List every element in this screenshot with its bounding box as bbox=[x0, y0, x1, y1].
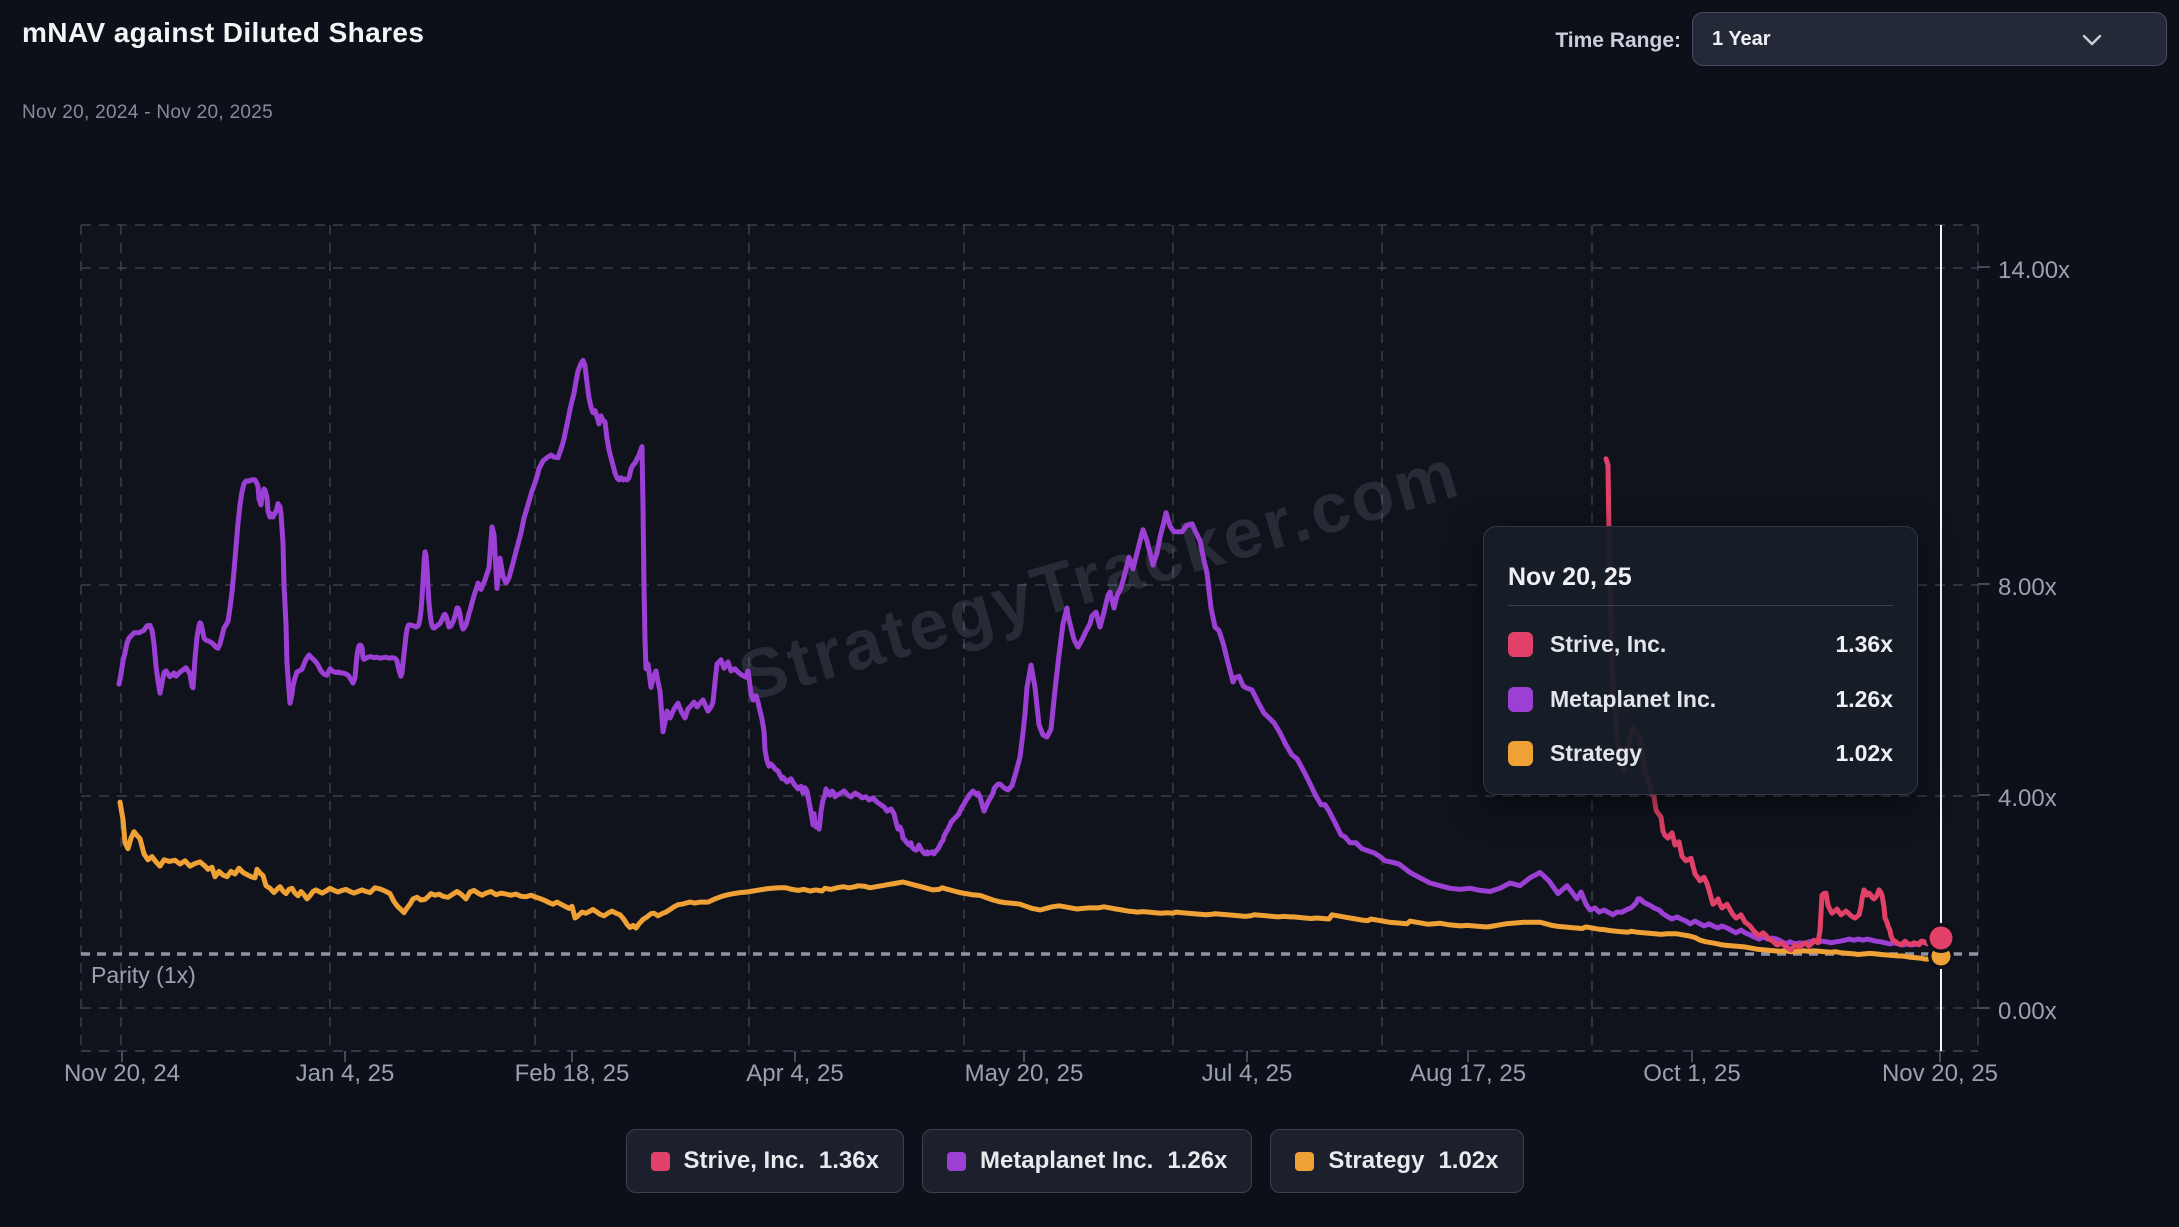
svg-text:Apr 4, 25: Apr 4, 25 bbox=[746, 1060, 843, 1087]
svg-text:8.00x: 8.00x bbox=[1998, 574, 2057, 601]
svg-text:0.00x: 0.00x bbox=[1998, 998, 2057, 1025]
svg-text:Nov 20, 24: Nov 20, 24 bbox=[64, 1060, 180, 1087]
svg-text:Jan 4, 25: Jan 4, 25 bbox=[296, 1060, 395, 1087]
svg-text:Oct 1, 25: Oct 1, 25 bbox=[1643, 1060, 1740, 1087]
svg-text:Parity (1x): Parity (1x) bbox=[91, 962, 196, 988]
svg-text:Feb 18, 25: Feb 18, 25 bbox=[515, 1060, 630, 1087]
svg-text:14.00x: 14.00x bbox=[1998, 257, 2070, 284]
svg-text:Jul 4, 25: Jul 4, 25 bbox=[1202, 1060, 1293, 1087]
svg-text:Nov 20, 25: Nov 20, 25 bbox=[1882, 1060, 1998, 1087]
svg-text:4.00x: 4.00x bbox=[1998, 785, 2057, 812]
svg-text:May 20, 25: May 20, 25 bbox=[965, 1060, 1084, 1087]
svg-text:Aug 17, 25: Aug 17, 25 bbox=[1410, 1060, 1526, 1087]
